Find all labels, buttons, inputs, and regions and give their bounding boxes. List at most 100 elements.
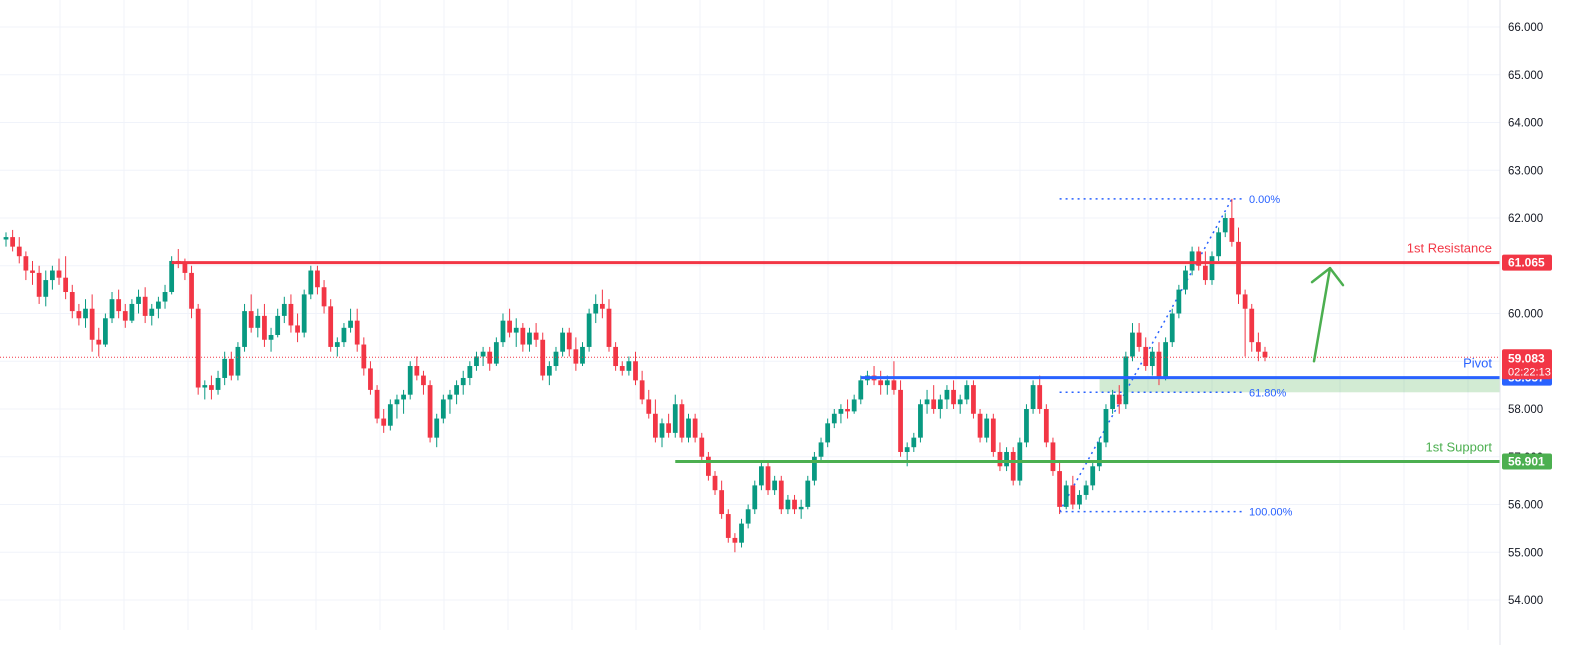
candle-body	[838, 409, 844, 414]
level-0-badge-text: 61.065	[1508, 256, 1545, 270]
candle-body	[394, 399, 400, 405]
current-price-badge[interactable]	[1502, 349, 1552, 380]
arrow-head[interactable]	[1310, 266, 1345, 287]
candle-body	[235, 346, 241, 376]
candle-body	[1063, 485, 1069, 507]
candle-body	[778, 480, 784, 510]
candle-body	[427, 385, 433, 438]
horizontal-levels[interactable]: 1st Resistance Pivot 1st Support	[0, 241, 1500, 463]
current-price-countdown: 02:22:13	[1508, 366, 1551, 378]
price-tick-label: 60.000	[1508, 309, 1543, 321]
projection-arrow[interactable]	[1310, 266, 1345, 363]
candle-body	[1169, 313, 1175, 343]
candle-body	[553, 351, 559, 367]
candle-body	[785, 499, 791, 510]
candle-body	[1050, 442, 1056, 472]
candle-body	[639, 380, 645, 400]
candle-body	[772, 480, 778, 491]
candle-body	[599, 303, 605, 309]
fibonacci-retracement[interactable]: 0.00% 61.80% 100.00%	[1058, 194, 1293, 519]
candlestick-series	[3, 198, 1268, 553]
candle-body	[421, 375, 426, 386]
candle-body	[566, 332, 572, 350]
candle-body	[334, 342, 340, 347]
candle-body	[23, 256, 29, 271]
candle-body	[76, 311, 82, 319]
level-2-badge[interactable]	[1502, 453, 1552, 470]
candle-body	[977, 413, 983, 438]
candle-body	[540, 339, 546, 376]
candle-body	[792, 499, 797, 510]
price-axis[interactable]: 54.00055.00056.00057.00058.00059.00060.0…	[1499, 0, 1582, 645]
candle-body	[480, 351, 486, 357]
candle-body	[63, 277, 69, 293]
candle-body	[633, 361, 638, 381]
candle-body	[1110, 394, 1115, 409]
candle-body	[719, 490, 725, 515]
candle-body	[725, 514, 731, 538]
level-label-2: 1st Support	[1426, 439, 1493, 454]
current-price-value: 59.083	[1508, 351, 1545, 365]
candle-body	[1249, 308, 1255, 343]
candle-body	[712, 475, 718, 491]
level-0-badge[interactable]	[1502, 254, 1552, 271]
candle-body	[831, 413, 837, 424]
candle-body	[16, 246, 22, 257]
candle-body	[990, 418, 996, 452]
candle-body	[89, 308, 95, 340]
candle-body	[546, 366, 552, 376]
candle-body	[195, 308, 201, 388]
candle-body	[805, 480, 811, 507]
price-tick-label: 62.000	[1508, 213, 1543, 225]
candle-body	[348, 320, 353, 328]
candle-body	[1103, 409, 1109, 443]
candle-body	[182, 263, 188, 273]
candle-body	[884, 380, 890, 386]
price-axis-background	[1500, 0, 1582, 645]
candle-body	[931, 399, 937, 409]
candle-body	[474, 356, 479, 367]
candle-body	[288, 303, 294, 326]
candle-body	[493, 342, 499, 364]
candle-body	[1083, 485, 1089, 495]
candle-body	[666, 423, 672, 433]
candle-body	[891, 380, 897, 390]
candle-body	[10, 237, 16, 247]
candle-body	[1070, 485, 1076, 505]
candle-body	[315, 270, 320, 288]
candle-body	[1242, 294, 1248, 309]
candle-body	[911, 437, 917, 448]
candle-body	[149, 308, 155, 316]
candle-body	[692, 418, 698, 438]
arrow-shaft[interactable]	[1312, 266, 1332, 363]
candle-body	[1004, 451, 1009, 467]
candle-body	[467, 366, 473, 378]
candle-body	[189, 272, 194, 309]
candle-body	[1010, 451, 1016, 481]
candle-body	[328, 306, 334, 347]
candle-body	[275, 315, 281, 335]
pivot-zone	[1099, 377, 1500, 393]
candle-body	[268, 334, 274, 340]
candle-body	[593, 303, 599, 314]
candle-body	[1037, 385, 1043, 409]
candle-body	[825, 423, 831, 443]
candle-body	[1202, 265, 1208, 281]
candle-body	[341, 327, 347, 343]
candle-body	[374, 389, 380, 419]
pivot-zone-layer	[1099, 377, 1500, 393]
candle-body	[169, 260, 175, 293]
candle-body	[798, 506, 804, 510]
fib-label-0: 0.00%	[1249, 194, 1280, 206]
candle-body	[739, 523, 744, 543]
candle-body	[1043, 409, 1049, 443]
candle-body	[69, 292, 75, 312]
candle-body	[1236, 241, 1241, 295]
candle-body	[222, 358, 228, 378]
candle-body	[434, 418, 440, 438]
candle-body	[1163, 342, 1168, 378]
candle-body	[162, 292, 168, 302]
level-label-0: 1st Resistance	[1407, 241, 1492, 256]
price-tick-label: 58.000	[1508, 404, 1543, 416]
